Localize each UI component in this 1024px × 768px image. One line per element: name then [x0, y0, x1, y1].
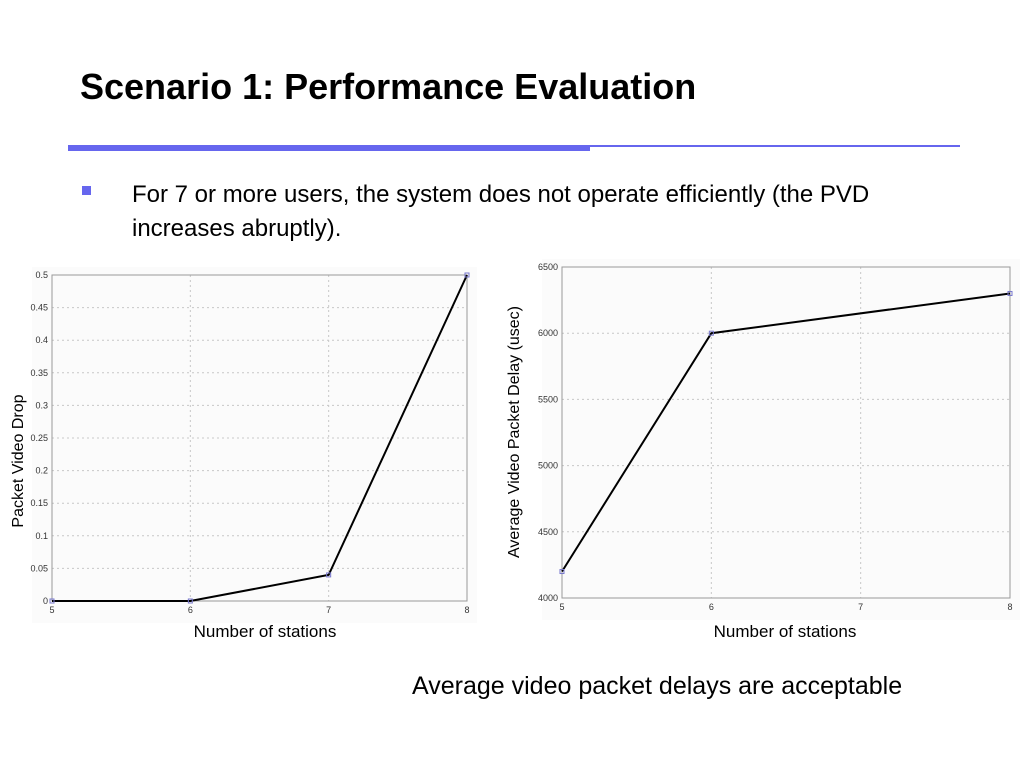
data-point-marker	[187, 598, 193, 604]
y-tick-label: 0.35	[30, 368, 48, 378]
packet-drop-plot: 5 6 7 8 0 0.05 0.1 0.15 0.2 0.25 0.3 0.35 0.4 0.45 0.5…	[10, 267, 477, 623]
y-tick-label: 0.4	[35, 335, 48, 345]
y-tick-label: 6000	[538, 328, 558, 338]
plot-frame	[561, 266, 1011, 599]
packet-delay-x-label: Number of stations	[713, 622, 857, 641]
bullet-text: For 7 or more users, the system does not…	[132, 181, 870, 242]
data-point-marker	[708, 330, 714, 336]
y-tick-label: 0.3	[35, 400, 48, 410]
x-tick-label: 5	[49, 605, 54, 615]
y-tick-label: 0.45	[30, 303, 48, 313]
series-line	[52, 274, 468, 602]
data-point-marker	[464, 272, 470, 278]
title-underline-thick	[68, 145, 590, 151]
x-tick-label: 7	[326, 605, 331, 615]
y-tick-label: 0.05	[30, 563, 48, 573]
slide-title: Scenario 1: Performance Evaluation	[80, 66, 697, 107]
packet-delay-plot: 5 6 7 8 4000 4500 5000 5500 6000 6500 Average Vide…	[506, 259, 1020, 620]
data-point-marker	[49, 598, 55, 604]
y-tick-label: 4000	[538, 593, 558, 603]
data-point-marker	[1007, 290, 1013, 296]
x-tick-label: 6	[188, 605, 193, 615]
y-tick-label: 0.5	[35, 270, 48, 280]
x-tick-label: 7	[858, 602, 863, 612]
x-tick-label: 6	[709, 602, 714, 612]
plot-frame	[51, 274, 468, 602]
packet-delay-chart: 5 6 7 8 4000 4500 5000 5500 6000 6500 Average Vide…	[495, 255, 1020, 627]
y-tick-label: 5500	[538, 394, 558, 404]
slide-caption: Average video packet delays are acceptab…	[412, 672, 903, 700]
y-tick-label: 0.15	[30, 498, 48, 508]
y-tick-label: 4500	[538, 527, 558, 537]
packet-drop-x-label: Number of stations	[193, 622, 337, 641]
plot-background	[542, 259, 1020, 620]
y-axis-label: Packet Video Drop	[10, 394, 27, 527]
y-tick-label: 0.25	[30, 433, 48, 443]
x-tick-label: 8	[1007, 602, 1012, 612]
plot-background	[32, 267, 477, 623]
y-tick-label: 0.2	[35, 466, 48, 476]
x-tick-label: 5	[559, 602, 564, 612]
title-underline-thin	[590, 145, 960, 147]
data-point-marker	[326, 572, 332, 578]
square-bullet-icon	[82, 186, 91, 195]
x-tick-label: 8	[464, 605, 469, 615]
y-tick-label: 6500	[538, 262, 558, 272]
y-tick-label: 0	[43, 596, 48, 606]
series-line	[561, 292, 1011, 573]
y-tick-label: 5000	[538, 461, 558, 471]
y-tick-label: 0.1	[35, 531, 48, 541]
packet-drop-chart: 5 6 7 8 0 0.05 0.1 0.15 0.2 0.25 0.3 0.35 0.4 0.45 0.5…	[0, 258, 490, 630]
data-point-marker	[559, 569, 565, 575]
y-axis-label: Average Video Packet Delay (usec)	[506, 306, 523, 558]
